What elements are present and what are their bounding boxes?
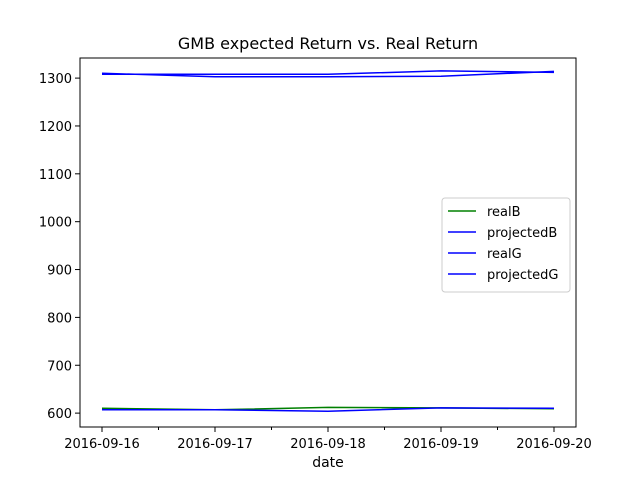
legend-label-realG: realG [487,247,522,262]
series-line-projectedG [102,70,555,76]
series-line-realG [101,70,555,78]
x-tick-label: 2016-09-18 [290,437,366,452]
x-tick-label: 2016-09-20 [516,437,592,452]
x-tick-label: 2016-09-17 [177,437,253,452]
x-tick-label: 2016-09-19 [403,437,479,452]
legend: realB projectedB realG projectedG [441,197,571,293]
x-tick-label: 2016-09-16 [64,437,140,452]
y-tick-label: 1200 [39,120,72,135]
legend-label-projectedG: projectedG [487,268,558,283]
y-tick-label: 600 [47,407,72,422]
y-tick-label: 700 [47,359,72,374]
series-line-projectedB [102,407,555,412]
legend-label-realB: realB [487,205,521,220]
legend-label-projectedB: projectedB [487,226,557,241]
series-lines [101,70,555,412]
y-tick-label: 900 [47,264,72,279]
chart-title: GMB expected Return vs. Real Return [178,34,478,53]
y-axis: 600 700 800 900 1000 1100 1200 1300 [39,72,80,422]
y-tick-label: 1300 [39,72,72,87]
legend-box [441,197,571,293]
x-axis-title: date [312,455,344,471]
y-tick-label: 1000 [39,216,72,231]
x-axis: 2016-09-16 2016-09-17 2016-09-18 2016-09-19… [64,427,592,452]
y-tick-label: 800 [47,311,72,326]
y-tick-label: 1100 [39,168,72,183]
